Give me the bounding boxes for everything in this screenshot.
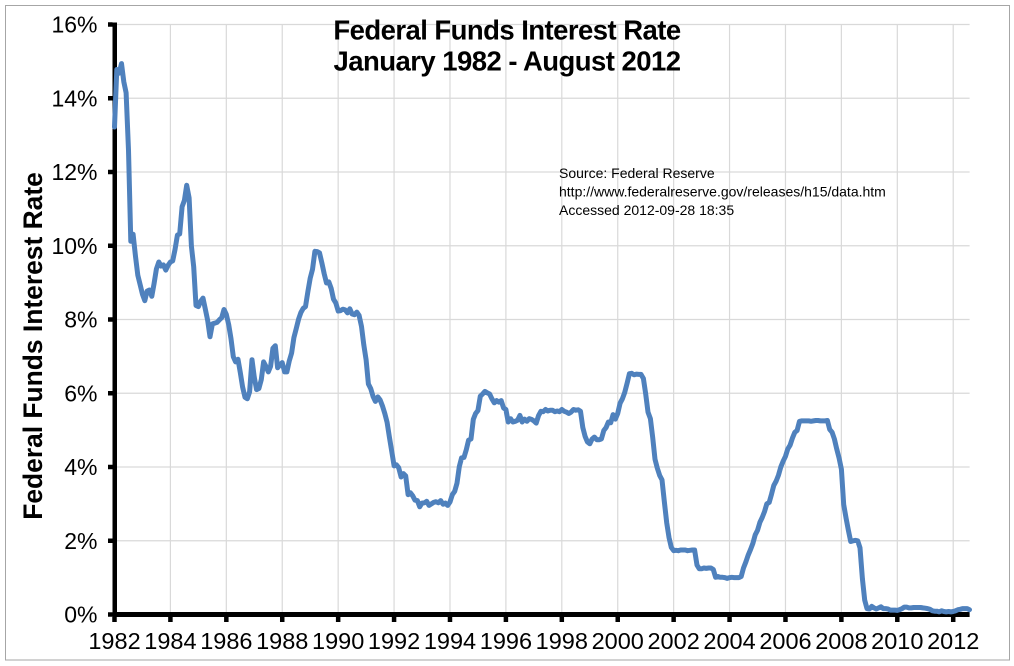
- svg-text:1990: 1990: [312, 628, 364, 654]
- svg-text:4%: 4%: [64, 454, 97, 480]
- svg-text:2008: 2008: [815, 628, 867, 654]
- svg-text:2010: 2010: [871, 628, 923, 654]
- svg-text:10%: 10%: [51, 233, 97, 259]
- svg-text:1996: 1996: [480, 628, 532, 654]
- svg-text:2006: 2006: [759, 628, 811, 654]
- svg-text:1984: 1984: [144, 628, 196, 654]
- svg-text:1994: 1994: [424, 628, 476, 654]
- svg-text:1992: 1992: [368, 628, 420, 654]
- svg-text:0%: 0%: [64, 602, 97, 628]
- svg-text:16%: 16%: [51, 12, 97, 38]
- svg-text:2012: 2012: [927, 628, 979, 654]
- svg-text:http://www.federalreserve.gov/: http://www.federalreserve.gov/releases/h…: [559, 184, 886, 200]
- svg-text:6%: 6%: [64, 380, 97, 406]
- svg-text:Federal Funds Interest Rate: Federal Funds Interest Rate: [333, 15, 681, 46]
- svg-text:1998: 1998: [536, 628, 588, 654]
- svg-text:Source: Federal Reserve: Source: Federal Reserve: [559, 165, 715, 181]
- svg-text:1982: 1982: [88, 628, 140, 654]
- svg-text:12%: 12%: [51, 159, 97, 185]
- svg-text:1988: 1988: [256, 628, 308, 654]
- svg-text:2002: 2002: [647, 628, 699, 654]
- svg-text:1986: 1986: [200, 628, 252, 654]
- svg-text:8%: 8%: [64, 307, 97, 333]
- svg-text:Federal Funds Interest Rate: Federal Funds Interest Rate: [18, 172, 48, 520]
- svg-text:Accessed 2012-09-28 18:35: Accessed 2012-09-28 18:35: [559, 202, 734, 218]
- svg-text:2004: 2004: [703, 628, 755, 654]
- svg-text:January 1982 - August 2012: January 1982 - August 2012: [334, 46, 681, 77]
- svg-text:14%: 14%: [51, 85, 97, 111]
- svg-text:2%: 2%: [64, 528, 97, 554]
- svg-text:2000: 2000: [592, 628, 644, 654]
